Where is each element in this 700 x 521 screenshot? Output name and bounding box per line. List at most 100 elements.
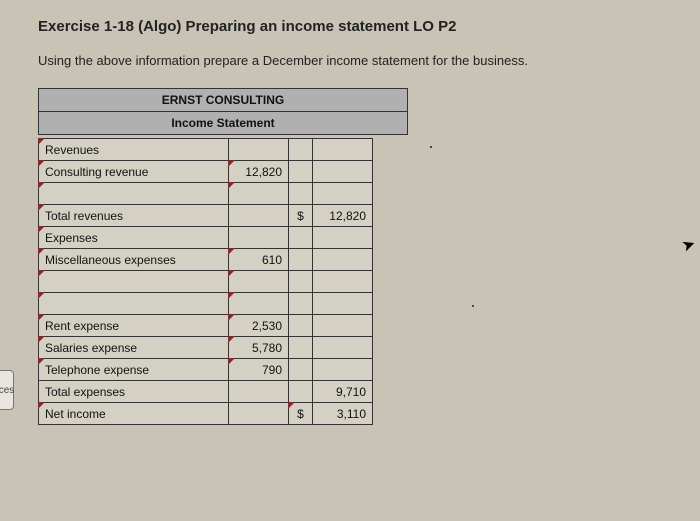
flag-icon [228, 336, 235, 343]
flag-icon [38, 248, 45, 255]
flag-icon [38, 314, 45, 321]
empty-cell [289, 271, 313, 293]
table-row: Telephone expense 790 [39, 359, 373, 381]
statement-header: ERNST CONSULTING Income Statement [38, 88, 408, 135]
empty-cell [289, 139, 313, 161]
side-tab-label: ces [0, 385, 14, 396]
empty-cell [289, 183, 313, 205]
side-tab[interactable]: ces [0, 370, 14, 410]
blank-amount-cell[interactable] [229, 293, 289, 315]
flag-icon [228, 270, 235, 277]
flag-icon [38, 226, 45, 233]
telephone-expense-amount[interactable]: 790 [229, 359, 289, 381]
misc-expenses-cell[interactable]: Miscellaneous expenses [39, 249, 229, 271]
salaries-expense-amount[interactable]: 5,780 [229, 337, 289, 359]
empty-cell [289, 359, 313, 381]
empty-cell [313, 139, 373, 161]
total-expenses-label: Total expenses [45, 385, 125, 399]
empty-cell [313, 227, 373, 249]
table-row: Consulting revenue 12,820 [39, 161, 373, 183]
empty-cell [229, 381, 289, 403]
exercise-title: Exercise 1-18 (Algo) Preparing an income… [38, 18, 700, 35]
flag-icon [228, 182, 235, 189]
flag-icon [38, 336, 45, 343]
empty-cell [313, 249, 373, 271]
blank-label-cell[interactable] [39, 183, 229, 205]
table-row [39, 183, 373, 205]
currency-cell: $ [289, 205, 313, 227]
table-row: Miscellaneous expenses 610 [39, 249, 373, 271]
empty-cell [289, 315, 313, 337]
empty-cell [313, 359, 373, 381]
empty-cell [289, 227, 313, 249]
rent-expense-amount[interactable]: 2,530 [229, 315, 289, 337]
currency-cell[interactable]: $ [289, 403, 313, 425]
blank-amount-cell[interactable] [229, 271, 289, 293]
income-statement-worksheet: ERNST CONSULTING Income Statement Revenu… [38, 88, 700, 425]
flag-icon [228, 160, 235, 167]
statement-name: Income Statement [39, 112, 407, 134]
rent-expense-cell[interactable]: Rent expense [39, 315, 229, 337]
table-row: Salaries expense 5,780 [39, 337, 373, 359]
table-row: Rent expense 2,530 [39, 315, 373, 337]
total-expenses-cell[interactable]: Total expenses [39, 381, 229, 403]
empty-cell [289, 293, 313, 315]
company-name: ERNST CONSULTING [39, 89, 407, 112]
consulting-revenue-label: Consulting revenue [45, 165, 148, 179]
net-income-cell[interactable]: Net income [39, 403, 229, 425]
net-income-amount: 3,110 [313, 403, 373, 425]
flag-icon [38, 204, 45, 211]
net-income-label: Net income [45, 407, 106, 421]
misc-expenses-label: Miscellaneous expenses [45, 253, 176, 267]
revenues-label-cell[interactable]: Revenues [39, 139, 229, 161]
blank-amount-cell[interactable] [229, 183, 289, 205]
empty-cell [313, 271, 373, 293]
table-row [39, 271, 373, 293]
dot-icon [472, 305, 474, 307]
table-row: Expenses [39, 227, 373, 249]
table-row: Total revenues $ 12,820 [39, 205, 373, 227]
flag-icon [228, 292, 235, 299]
flag-icon [38, 182, 45, 189]
flag-icon [38, 292, 45, 299]
empty-cell [229, 139, 289, 161]
empty-cell [313, 315, 373, 337]
consulting-revenue-amount[interactable]: 12,820 [229, 161, 289, 183]
blank-label-cell[interactable] [39, 293, 229, 315]
total-revenues-cell[interactable]: Total revenues [39, 205, 229, 227]
empty-cell [313, 337, 373, 359]
income-statement-table: Revenues Consulting revenue 12,820 [38, 138, 373, 425]
empty-cell [289, 337, 313, 359]
empty-cell [289, 161, 313, 183]
telephone-expense-cell[interactable]: Telephone expense [39, 359, 229, 381]
telephone-expense-label: Telephone expense [45, 363, 149, 377]
empty-cell [313, 183, 373, 205]
flag-icon [38, 160, 45, 167]
table-row [39, 293, 373, 315]
blank-label-cell[interactable] [39, 271, 229, 293]
expenses-label-cell[interactable]: Expenses [39, 227, 229, 249]
flag-icon [38, 270, 45, 277]
expenses-label: Expenses [45, 231, 98, 245]
table-row: Revenues [39, 139, 373, 161]
salaries-expense-cell[interactable]: Salaries expense [39, 337, 229, 359]
rent-expense-label: Rent expense [45, 319, 119, 333]
flag-icon [228, 248, 235, 255]
empty-cell [229, 205, 289, 227]
total-expenses-amount: 9,710 [313, 381, 373, 403]
empty-cell [289, 249, 313, 271]
misc-expenses-amount[interactable]: 610 [229, 249, 289, 271]
currency-cell [289, 381, 313, 403]
consulting-revenue-cell[interactable]: Consulting revenue [39, 161, 229, 183]
flag-icon [38, 402, 45, 409]
flag-icon [228, 314, 235, 321]
flag-icon [288, 402, 295, 409]
salaries-expense-label: Salaries expense [45, 341, 137, 355]
dot-icon [430, 146, 432, 148]
table-row: Total expenses 9,710 [39, 381, 373, 403]
exercise-subtitle: Using the above information prepare a De… [38, 53, 700, 68]
flag-icon [38, 358, 45, 365]
empty-cell [229, 403, 289, 425]
flag-icon [228, 358, 235, 365]
total-revenues-amount: 12,820 [313, 205, 373, 227]
